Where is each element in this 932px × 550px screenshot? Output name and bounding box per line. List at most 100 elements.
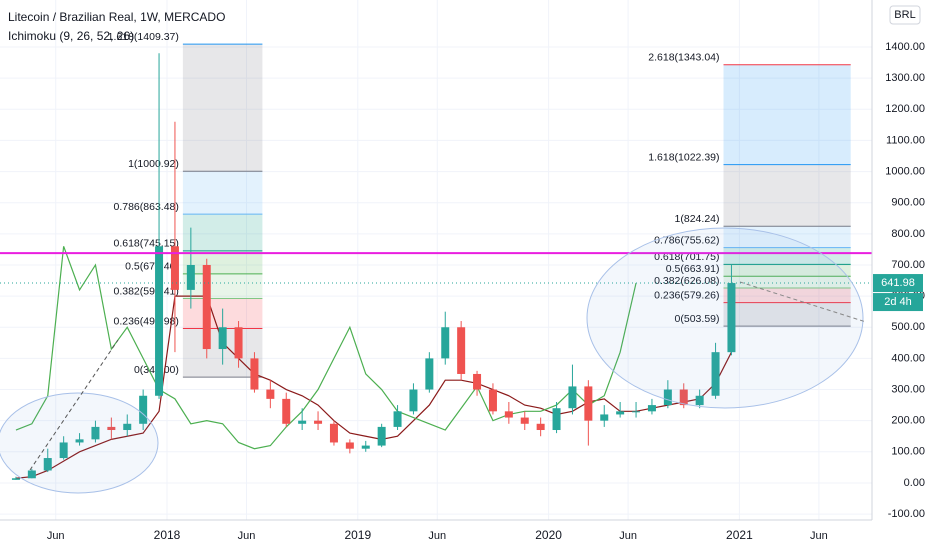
candle-body [536,423,545,431]
fib-label: 0.5(663.91) [666,263,720,275]
fib-zone [723,302,851,327]
fib-label: 0.786(755.62) [654,234,719,246]
candle-body [632,411,641,413]
candle-body [170,246,179,290]
fib-zone [182,273,263,299]
y-tick-label: 1100.00 [886,134,925,146]
candle-body [695,395,704,406]
ellipse [0,392,159,494]
candle-body [504,411,513,418]
fib-label: 1(1000.92) [128,158,179,170]
y-tick-label: 200.00 [891,415,925,427]
x-tick-label: Jun [47,530,65,542]
candle-body [250,358,259,390]
axis-area [0,520,932,550]
fib-zone [182,44,263,172]
fib-zone [723,164,851,227]
x-tick-label: Jun [810,530,828,542]
candle-body [329,423,338,443]
candle-body [282,398,291,424]
x-tick-label: Jun [619,530,637,542]
y-tick-label: 700.00 [891,259,925,271]
candle-body [552,408,561,431]
x-tick-label: Jun [428,530,446,542]
candle-body [139,395,148,424]
fib-label: 0(503.59) [675,313,720,325]
candle-body [123,423,132,431]
candle-body [75,439,84,443]
fib-zone [182,214,263,251]
fib-label: 0.5(671.46) [125,261,179,273]
candle-body [361,445,370,449]
candle-body [584,386,593,421]
plot-area: 0(340.00)0.236(495.98)0.382(592.41)0.5(6… [0,0,872,520]
fib-label: 2.618(1343.04) [648,52,719,64]
candle-body [43,458,52,471]
y-tick-label: 1400.00 [885,41,925,53]
candle-body [473,373,482,390]
candle-body [27,470,36,479]
candle-body [679,389,688,406]
candle-body [568,386,577,409]
fib-label: 0.786(863.48) [114,201,179,213]
candle-body [155,246,164,396]
candle-body [107,426,116,431]
candle-body [59,442,68,459]
countdown-box [873,293,923,312]
indicator-line [15,295,732,479]
candle-body [377,426,386,446]
y-tick-label: 1200.00 [885,103,925,115]
price-box [873,274,923,293]
candle-body [457,327,466,374]
candle-body [488,389,497,412]
fib-label: 0.382(626.08) [654,275,719,287]
candle-body [266,389,275,399]
fib-label: 1.618(1409.37) [108,31,179,43]
candle-body [616,411,625,415]
fib-zone [723,264,851,277]
trend-line [739,281,867,323]
y-tick-label: 800.00 [891,228,925,240]
currency[interactable]: BRL [894,9,915,21]
candle-body [425,358,434,390]
candle-body [218,327,227,350]
indicator-line [15,246,637,450]
candle-body [727,283,736,353]
fib-label: 0.618(745.15) [114,238,179,250]
candle-body [441,327,450,359]
candle-body [711,352,720,396]
chart-title: Litecoin / Brazilian Real, 1W, MERCADO [8,10,225,24]
candle-body [186,264,195,290]
fib-label: 0.236(579.26) [654,289,719,301]
indicator-label: Ichimoku (9, 26, 52, 26) [8,29,134,43]
fib-label: 0.618(701.75) [654,251,719,263]
y-tick-label: 0.00 [904,477,925,489]
y-tick-label: 300.00 [891,383,925,395]
fib-label: 0.382(592.41) [114,285,179,297]
candle-body [298,420,307,424]
currency-box[interactable] [889,5,921,25]
candle-body [409,389,418,412]
candle-body [234,327,243,359]
x-tick-label: Jun [238,530,256,542]
x-tick-label: 2021 [726,528,753,542]
fib-label: 1.618(1022.39) [648,151,719,163]
y-tick-label: 100.00 [891,446,925,458]
y-tick-label: 400.00 [891,352,925,364]
y-tick-label: 1300.00 [885,72,925,84]
x-tick-label: 2020 [535,528,562,542]
fib-zone [723,276,851,288]
price-label: 641.98 [881,277,915,289]
countdown: 2d 4h [884,296,912,308]
fib-zone [723,226,851,248]
y-tick-label: 900.00 [891,197,925,209]
candle-body [520,417,529,424]
candle-body [11,478,20,480]
fib-zone [723,287,851,303]
x-tick-label: 2018 [154,528,181,542]
fib-zone [182,171,263,215]
candle-body [202,264,211,350]
fib-label: 0.236(495.98) [114,315,179,327]
candle-body [91,426,100,440]
